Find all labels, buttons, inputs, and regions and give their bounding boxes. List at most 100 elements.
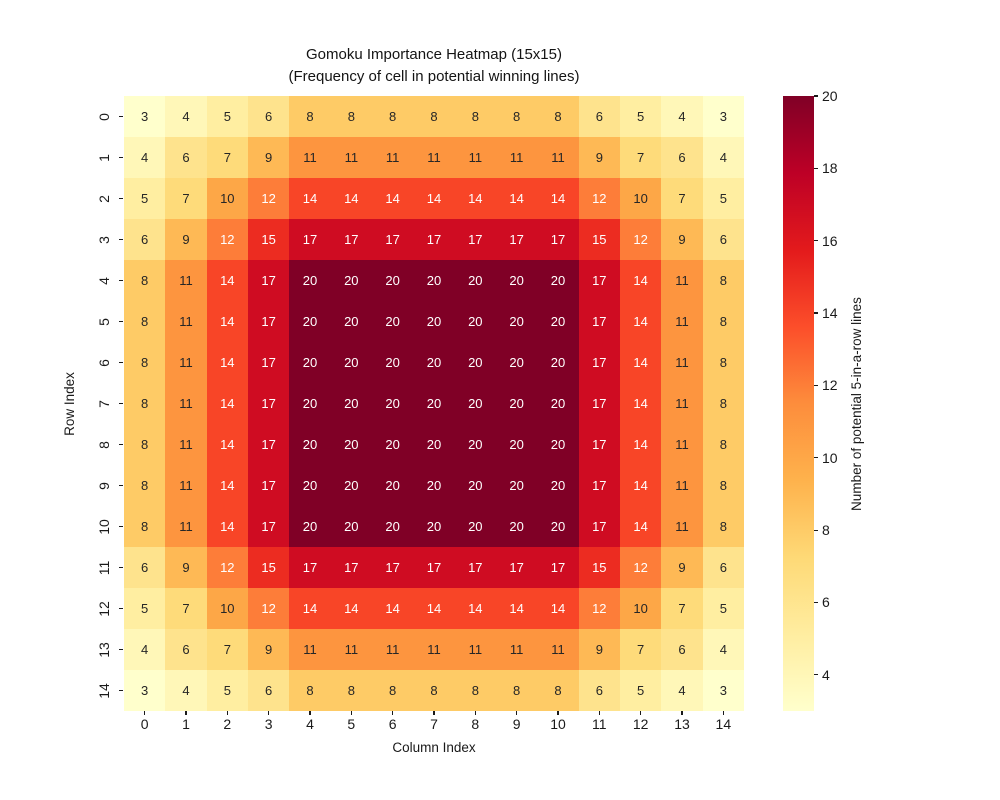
heatmap-cell-r9-c2: 14	[206, 465, 248, 506]
x-tick-label-3: 3	[264, 716, 273, 732]
heatmap-cell-r9-c7: 20	[413, 465, 455, 506]
heatmap-cell-r5-c6: 20	[371, 301, 414, 342]
y-tick-label-12: 12	[96, 600, 112, 617]
y-tick-label-8: 8	[96, 440, 112, 449]
heatmap-cell-r0-c2: 5	[206, 96, 248, 137]
colorbar-tickmark-10	[814, 457, 818, 459]
heatmap-cell-r6-c5: 20	[330, 342, 372, 383]
heatmap-cell-r8-c12: 14	[619, 424, 662, 465]
heatmap-cell-r6-c4: 20	[289, 342, 331, 383]
y-tickmark-7	[119, 402, 123, 405]
heatmap-cell-r9-c10: 20	[537, 465, 579, 506]
colorbar-tickmark-4	[814, 674, 818, 676]
heatmap-cell-r12-c8: 14	[454, 588, 496, 629]
y-tick-label-11: 11	[96, 560, 112, 575]
heatmap-cell-r8-c7: 20	[413, 424, 455, 465]
heatmap-cell-r3-c14: 6	[702, 219, 744, 260]
heatmap-cell-r6-c0: 8	[124, 342, 166, 383]
heatmap-cell-r14-c8: 8	[454, 670, 496, 711]
heatmap-cell-r1-c1: 6	[165, 137, 207, 178]
heatmap-cell-r14-c13: 4	[661, 670, 703, 711]
heatmap-cell-r10-c10: 20	[537, 506, 579, 547]
x-tickmark-4	[309, 711, 311, 715]
heatmap-cell-r8-c6: 20	[371, 424, 414, 465]
heatmap-cell-r4-c5: 20	[330, 260, 372, 301]
heatmap-cell-r11-c4: 17	[289, 547, 331, 588]
heatmap-cell-r9-c8: 20	[454, 465, 496, 506]
heatmap-cell-r6-c12: 14	[619, 342, 662, 383]
heatmap-cell-r14-c14: 3	[702, 670, 744, 711]
colorbar-tickmark-18	[814, 167, 818, 169]
heatmap-cell-r1-c5: 11	[330, 137, 372, 178]
heatmap-cell-r11-c10: 17	[537, 547, 579, 588]
y-tick-label-2: 2	[96, 194, 112, 203]
heatmap-cell-r1-c7: 11	[413, 137, 455, 178]
x-axis-label: Column Index	[392, 740, 476, 755]
heatmap-cell-r0-c6: 8	[371, 96, 414, 137]
heatmap-cell-r13-c0: 4	[124, 629, 166, 670]
y-tick-label-5: 5	[96, 317, 112, 326]
heatmap-cell-r2-c12: 10	[619, 178, 662, 219]
heatmap-cell-r3-c0: 6	[124, 219, 166, 260]
heatmap-cell-r2-c8: 14	[454, 178, 496, 219]
heatmap-cell-r5-c9: 20	[495, 301, 538, 342]
heatmap-cell-r3-c10: 17	[537, 219, 579, 260]
heatmap-cell-r0-c0: 3	[124, 96, 166, 137]
heatmap-cell-r9-c6: 20	[371, 465, 414, 506]
heatmap-cell-r5-c2: 14	[206, 301, 248, 342]
heatmap-cell-r4-c1: 11	[165, 260, 207, 301]
y-tickmark-5	[119, 320, 123, 323]
y-tickmark-9	[119, 484, 123, 487]
x-tick-label-9: 9	[512, 716, 521, 732]
heatmap-cell-r3-c1: 9	[165, 219, 207, 260]
heatmap-cell-r10-c2: 14	[206, 506, 248, 547]
heatmap-cell-r9-c9: 20	[495, 465, 538, 506]
heatmap-cell-r12-c6: 14	[371, 588, 414, 629]
heatmap-cell-r11-c11: 15	[578, 547, 620, 588]
heatmap-cell-r13-c7: 11	[413, 629, 455, 670]
colorbar	[783, 96, 814, 711]
heatmap-cell-r7-c4: 20	[289, 383, 331, 424]
heatmap-cell-r1-c13: 6	[661, 137, 703, 178]
heatmap-cell-r5-c7: 20	[413, 301, 455, 342]
y-tickmark-1	[119, 156, 123, 159]
heatmap-cell-r12-c2: 10	[206, 588, 248, 629]
colorbar-tick-label-4: 4	[822, 666, 830, 683]
heatmap-cell-r7-c6: 20	[371, 383, 414, 424]
heatmap-cell-r14-c12: 5	[619, 670, 662, 711]
heatmap-cell-r14-c9: 8	[495, 670, 538, 711]
x-tickmark-9	[516, 711, 518, 715]
heatmap-cell-r0-c9: 8	[495, 96, 538, 137]
heatmap-cell-r12-c12: 10	[619, 588, 662, 629]
heatmap-cell-r4-c4: 20	[289, 260, 331, 301]
x-tick-label-1: 1	[182, 716, 190, 732]
heatmap-cell-r4-c8: 20	[454, 260, 496, 301]
heatmap-cell-r11-c1: 9	[165, 547, 207, 588]
heatmap-cell-r8-c10: 20	[537, 424, 579, 465]
chart-title-line2: (Frequency of cell in potential winning …	[288, 68, 580, 85]
heatmap-cell-r0-c5: 8	[330, 96, 372, 137]
x-tickmark-10	[557, 711, 559, 715]
heatmap-cell-r4-c10: 20	[537, 260, 579, 301]
heatmap-cell-r6-c6: 20	[371, 342, 414, 383]
y-tick-label-3: 3	[96, 235, 112, 244]
heatmap-cell-r3-c13: 9	[661, 219, 703, 260]
heatmap-cell-r10-c9: 20	[495, 506, 538, 547]
y-tick-label-9: 9	[96, 481, 112, 490]
x-tickmark-0	[144, 711, 146, 715]
y-tickmark-2	[119, 197, 123, 200]
heatmap-cell-r9-c5: 20	[330, 465, 372, 506]
heatmap-cell-r8-c9: 20	[495, 424, 538, 465]
heatmap-cell-r6-c14: 8	[702, 342, 744, 383]
heatmap-cell-r12-c10: 14	[537, 588, 579, 629]
x-tick-label-2: 2	[223, 716, 232, 732]
x-tick-label-6: 6	[388, 716, 397, 732]
y-tick-label-10: 10	[96, 518, 112, 535]
heatmap-cell-r0-c14: 3	[702, 96, 744, 137]
heatmap-cell-r10-c6: 20	[371, 506, 414, 547]
heatmap-cell-r12-c9: 14	[495, 588, 538, 629]
y-tickmark-6	[119, 361, 123, 364]
heatmap-cell-r12-c13: 7	[661, 588, 703, 629]
heatmap-cell-r14-c1: 4	[165, 670, 207, 711]
heatmap-cell-r10-c11: 17	[578, 506, 620, 547]
